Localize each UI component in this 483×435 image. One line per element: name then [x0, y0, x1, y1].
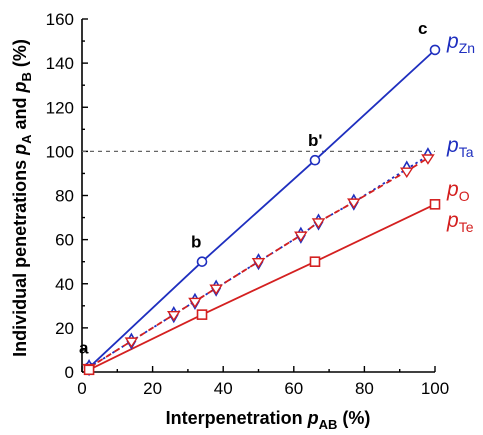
series-label-var: p: [446, 134, 459, 157]
series-label-var: p: [446, 178, 459, 201]
series-label-sub: Ta: [459, 144, 474, 160]
annotation-group: a b b' c: [79, 19, 427, 358]
y-tick-label: 100: [46, 142, 74, 161]
data-point-te: [196, 309, 208, 320]
data-point-o: [251, 257, 266, 269]
series-label-sub: O: [459, 188, 470, 204]
y-tick-label: 80: [55, 187, 74, 206]
axes: 0 20 40 60 80 100 120 140 160 0 20 40 60 80 100: [46, 10, 450, 398]
y-axis-title: Individual penetrations pA and pB (%): [10, 39, 34, 357]
data-point-zn: [309, 154, 321, 166]
data-point-zn: [429, 44, 441, 56]
data-point-o: [209, 284, 223, 295]
series-label-zn: pZn: [446, 30, 475, 56]
x-tick-label: 60: [284, 379, 303, 398]
x-tick-label: 100: [421, 379, 449, 398]
data-point-zn: [196, 256, 208, 267]
series-line-te: [88, 203, 436, 371]
data-point-o: [166, 310, 181, 322]
y-tick-label: 40: [55, 275, 74, 294]
series-label-var: p: [446, 209, 459, 232]
y-tick-label: 60: [55, 231, 74, 250]
y-tick-label: 20: [55, 319, 74, 338]
x-tick-label: 0: [77, 379, 86, 398]
x-tick-label: 20: [143, 379, 162, 398]
series-label-sub: Te: [459, 219, 474, 235]
point-label-bprime: b': [308, 131, 322, 150]
y-tick-label: 140: [46, 54, 74, 73]
x-tick-label: 80: [355, 379, 374, 398]
data-point-o: [188, 297, 202, 309]
y-tick-label: 160: [46, 10, 74, 29]
y-tick-label: 0: [65, 363, 74, 382]
data-point-te: [83, 364, 95, 376]
series-line-o: [88, 157, 429, 369]
series-label-sub: Zn: [459, 40, 475, 56]
point-label-a: a: [79, 339, 89, 358]
data-point-te: [429, 199, 441, 210]
series-group: [82, 44, 441, 377]
data-point-o: [311, 218, 326, 229]
point-label-b: b: [191, 233, 201, 252]
series-label-var: p: [446, 30, 459, 53]
data-point-o: [294, 231, 308, 243]
y-tick-label: 120: [46, 98, 74, 117]
series-label-ta: pTa: [446, 134, 474, 160]
series-line-zn: [88, 49, 436, 369]
data-point-o: [124, 337, 139, 348]
data-point-o: [347, 198, 361, 209]
series-label-o: pO: [446, 178, 470, 204]
x-tick-label: 40: [214, 379, 233, 398]
series-label-te: pTe: [446, 209, 474, 235]
data-point-o: [421, 154, 435, 165]
data-point-te: [309, 256, 321, 267]
data-point-o: [399, 167, 414, 179]
point-label-c: c: [418, 19, 427, 38]
x-axis-title: Interpenetration pAB (%): [166, 408, 371, 432]
